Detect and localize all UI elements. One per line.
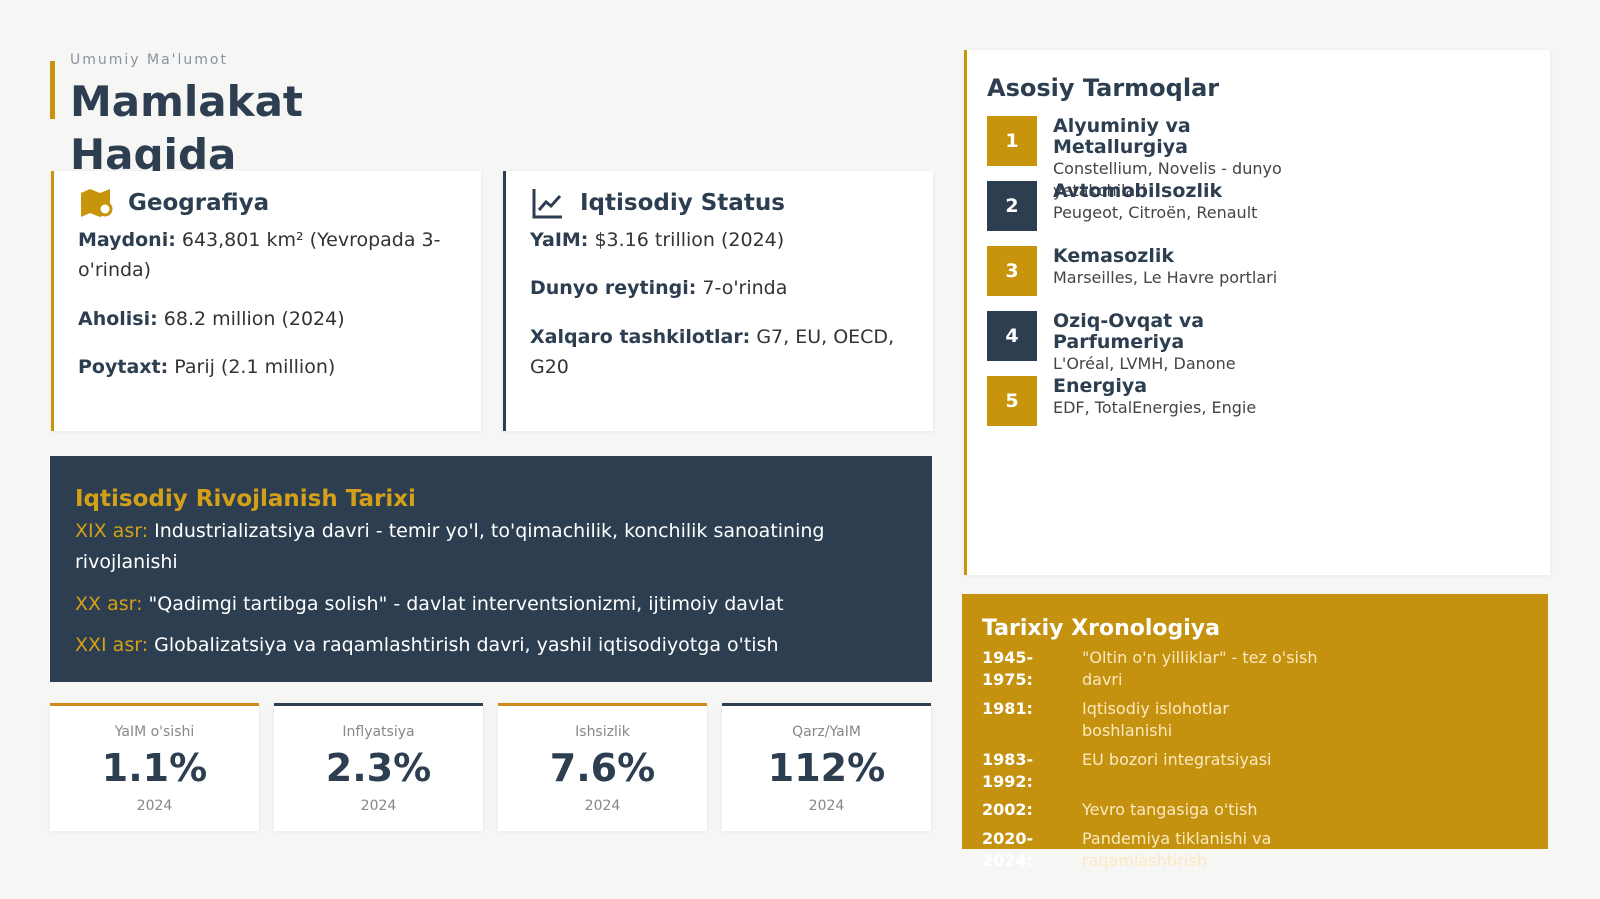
info-label: Dunyo reytingi: bbox=[530, 277, 697, 300]
info-item: Maydoni: 643,801 km² (Yevropada 3-o'rind… bbox=[78, 225, 457, 286]
stat-value: 112% bbox=[767, 746, 886, 790]
page-title: Mamlakat Haqida bbox=[70, 77, 303, 179]
event: EU bozori integratsiyasi bbox=[1082, 749, 1272, 769]
era: XXI asr: bbox=[75, 634, 149, 657]
period: 2020-2024: bbox=[982, 828, 1034, 871]
stat-value: 7.6% bbox=[549, 746, 656, 790]
info-item: YaIM: $3.16 trillion (2024) bbox=[530, 225, 909, 255]
industry-item: 2 Avtomobilsozlik Peugeot, Citroën, Renaul… bbox=[987, 181, 1530, 232]
industry-text: Kemasozlik Marseilles, Le Havre portlari bbox=[1053, 246, 1313, 297]
period: 2002: bbox=[982, 800, 1033, 820]
info-label: YaIM: bbox=[530, 229, 589, 251]
event: Yevro tangasiga o'tish bbox=[1082, 800, 1258, 820]
era-text: Globalizatsiya va raqamlashtirish davri,… bbox=[154, 634, 779, 657]
rank-badge: 5 bbox=[987, 376, 1037, 426]
info-text: G7, EU, OECD, G20 bbox=[530, 325, 895, 379]
stat-year: 2024 bbox=[360, 798, 397, 814]
history-item: XX asr: "Qadimgi tartibga solish" - davl… bbox=[75, 589, 907, 620]
panel-title: Asosiy Tarmoqlar bbox=[987, 74, 1220, 102]
info-label: Maydoni: bbox=[78, 229, 176, 251]
rank-badge: 4 bbox=[987, 311, 1037, 361]
industry-name: Kemasozlik bbox=[1053, 245, 1174, 267]
industry-name: Alyuminiy va Metallurgiya bbox=[1053, 115, 1191, 158]
info-label: Xalqaro tashkilotlar: bbox=[530, 325, 751, 348]
stat-value: 2.3% bbox=[325, 746, 432, 790]
industry-desc: Peugeot, Citroën, Renault bbox=[1053, 202, 1258, 222]
timeline-item: 2020-2024: Pandemiya tiklanishi va raqaml… bbox=[982, 828, 1528, 873]
industry-text: Alyuminiy va Metallurgiya Constellium, No… bbox=[1053, 115, 1313, 201]
info-text: 7-o'rinda bbox=[702, 277, 788, 300]
info-text: $3.16 trillion (2024) bbox=[594, 229, 785, 251]
info-item: Aholisi: 68.2 million (2024) bbox=[78, 304, 457, 334]
timeline-item: 1981: Iqtisodiy islohotlar boshlanishi bbox=[982, 698, 1528, 743]
stat-card: Qarz/YaIM 112% 2024 bbox=[722, 703, 931, 831]
stat-label: Qarz/YaIM bbox=[792, 724, 861, 740]
industry-item: 1 Alyuminiy va Metallurgiya Constellium, N… bbox=[987, 115, 1530, 201]
industry-name: Oziq-Ovqat va Parfumeriya bbox=[1053, 310, 1205, 353]
info-text: Parij (2.1 million) bbox=[174, 356, 336, 379]
industry-text: Energiya EDF, TotalEnergies, Engie bbox=[1053, 376, 1313, 427]
card-title: Geografiya bbox=[128, 190, 270, 216]
industry-desc: Constellium, Novelis - dunyo yetakchilar… bbox=[1053, 158, 1282, 201]
stat-year: 2024 bbox=[808, 798, 845, 814]
history-title: Iqtisodiy Rivojlanish Tarixi bbox=[75, 486, 416, 512]
timeline-panel: Tarixiy Xronologiya 1945-1975: "Oltin o'n… bbox=[962, 594, 1548, 870]
industry-desc: Marseilles, Le Havre portlari bbox=[1053, 267, 1278, 287]
industry-name: Avtomobilsozlik bbox=[1053, 180, 1223, 202]
event: Iqtisodiy islohotlar boshlanishi bbox=[1082, 698, 1229, 741]
history-box: Iqtisodiy Rivojlanish Tarixi XIX asr: In… bbox=[50, 456, 932, 682]
stat-card: YaIM o'sishi 1.1% 2024 bbox=[50, 703, 259, 831]
accent-bar bbox=[50, 61, 55, 119]
economy-card: Iqtisodiy Status YaIM: $3.16 trillion (2… bbox=[503, 171, 933, 431]
info-label: Poytaxt: bbox=[78, 356, 169, 379]
rank-badge: 2 bbox=[987, 181, 1037, 231]
geography-card: Geografiya Maydoni: 643,801 km² (Yevropa… bbox=[51, 171, 481, 431]
info-item: Xalqaro tashkilotlar: G7, EU, OECD, G20 bbox=[530, 322, 909, 383]
industry-item: 3 Kemasozlik Marseilles, Le Havre portlari bbox=[987, 246, 1530, 297]
stat-year: 2024 bbox=[136, 798, 173, 814]
info-text: 68.2 million (2024) bbox=[163, 307, 345, 330]
info-text: 643,801 km² (Yevropada 3-o'rinda) bbox=[78, 229, 441, 282]
era: XIX asr: bbox=[75, 520, 149, 542]
timeline-item: 2002: Yevro tangasiga o'tish bbox=[982, 799, 1528, 821]
map-icon bbox=[81, 189, 113, 217]
era: XX asr: bbox=[75, 592, 143, 615]
industry-name: Energiya bbox=[1053, 375, 1148, 397]
chart-icon bbox=[532, 189, 562, 219]
stat-label: YaIM o'sishi bbox=[114, 724, 195, 740]
info-item: Poytaxt: Parij (2.1 million) bbox=[78, 352, 457, 382]
timeline-item: 1983-1992: EU bozori integratsiyasi bbox=[982, 749, 1528, 794]
era-text: Industrializatsiya davri - temir yo'l, t… bbox=[75, 520, 825, 574]
rank-badge: 3 bbox=[987, 246, 1037, 296]
stat-label: Ishsizlik bbox=[575, 724, 630, 740]
industry-item: 4 Oziq-Ovqat va Parfumeriya L'Oréal, LVMH,… bbox=[987, 310, 1530, 373]
stat-value: 1.1% bbox=[101, 746, 208, 790]
event: Pandemiya tiklanishi va raqamlashtirish bbox=[1082, 828, 1272, 871]
industry-text: Oziq-Ovqat va Parfumeriya L'Oréal, LVMH, … bbox=[1053, 310, 1313, 373]
industry-desc: EDF, TotalEnergies, Engie bbox=[1053, 397, 1257, 417]
period: 1983-1992: bbox=[982, 749, 1034, 791]
industry-item: 5 Energiya EDF, TotalEnergies, Engie bbox=[987, 376, 1530, 427]
industries-panel: Asosiy Tarmoqlar 1 Alyuminiy va Metallurg… bbox=[964, 50, 1550, 575]
industry-desc: L'Oréal, LVMH, Danone bbox=[1053, 353, 1236, 373]
period: 1981: bbox=[982, 698, 1033, 718]
industry-text: Avtomobilsozlik Peugeot, Citroën, Renault bbox=[1053, 181, 1313, 232]
stat-year: 2024 bbox=[584, 798, 621, 814]
timeline-item: 1945-1975: "Oltin o'n yilliklar" - tez o'… bbox=[982, 647, 1528, 692]
history-item: XXI asr: Globalizatsiya va raqamlashtiri… bbox=[75, 630, 907, 661]
info-item: Dunyo reytingi: 7-o'rinda bbox=[530, 273, 909, 303]
history-item: XIX asr: Industrializatsiya davri - temi… bbox=[75, 516, 907, 579]
rank-badge: 1 bbox=[987, 116, 1037, 166]
era-text: "Qadimgi tartibga solish" - davlat inter… bbox=[148, 592, 784, 615]
kicker: Umumiy Ma'lumot bbox=[70, 52, 228, 68]
panel-title: Tarixiy Xronologiya bbox=[982, 616, 1220, 641]
card-title: Iqtisodiy Status bbox=[580, 190, 785, 216]
stat-card: Inflyatsiya 2.3% 2024 bbox=[274, 703, 483, 831]
stat-card: Ishsizlik 7.6% 2024 bbox=[498, 703, 707, 831]
event: "Oltin o'n yilliklar" - tez o'sish davri bbox=[1082, 648, 1318, 690]
period: 1945-1975: bbox=[982, 648, 1034, 690]
info-label: Aholisi: bbox=[78, 307, 158, 330]
stat-label: Inflyatsiya bbox=[342, 724, 415, 740]
